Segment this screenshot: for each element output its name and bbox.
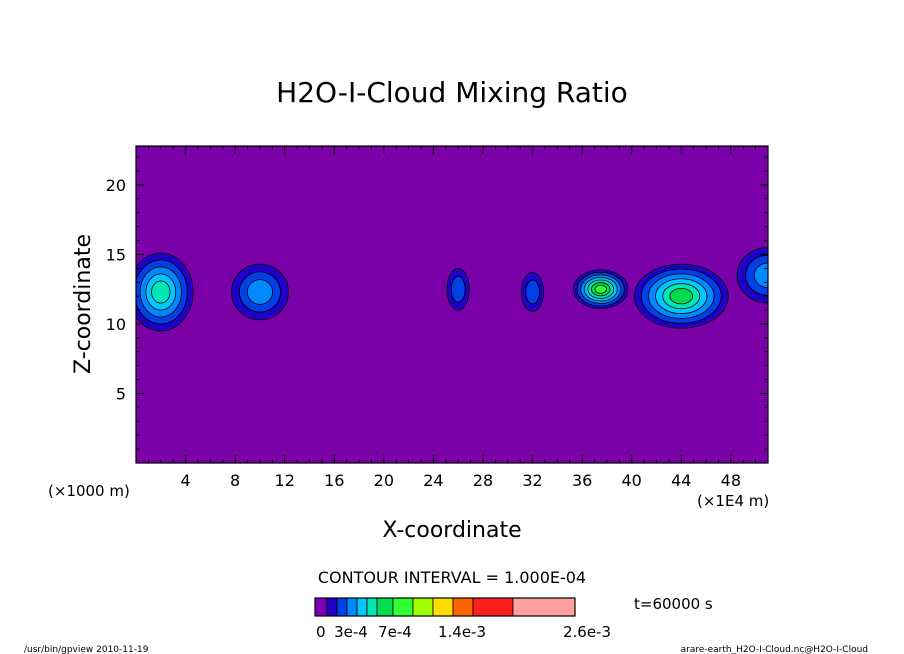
contour-features bbox=[136, 247, 768, 332]
y-tick-label: 10 bbox=[106, 315, 126, 334]
contour-level bbox=[525, 279, 540, 305]
y-tick-label: 20 bbox=[106, 176, 126, 195]
footer-right: arare-earth_H2O-I-Cloud.nc@H2O-I-Cloud bbox=[681, 645, 868, 654]
colorbar-swatch bbox=[356, 597, 368, 617]
colorbar-label: 3e-4 bbox=[334, 623, 368, 641]
colorbar-swatch bbox=[432, 597, 454, 617]
y-tick-label: 5 bbox=[116, 384, 126, 403]
colorbar-swatch bbox=[376, 597, 394, 617]
colorbar-swatch bbox=[472, 597, 514, 617]
contour-level bbox=[753, 262, 768, 289]
x-tick-label: 40 bbox=[622, 471, 642, 490]
colorbar bbox=[314, 597, 576, 617]
colorbar-swatch bbox=[512, 597, 576, 617]
contour-level bbox=[246, 279, 273, 305]
x-tick-label: 28 bbox=[473, 471, 493, 490]
x-tick-label: 16 bbox=[324, 471, 344, 490]
colorbar-swatch bbox=[326, 597, 338, 617]
contour-level bbox=[151, 280, 171, 304]
y-tick-label: 15 bbox=[106, 245, 126, 264]
plot-frame bbox=[135, 145, 769, 464]
colorbar-swatch bbox=[346, 597, 358, 617]
footer-left: /usr/bin/gpview 2010-11-19 bbox=[24, 645, 149, 654]
contour-level bbox=[594, 284, 607, 294]
x-tick-label: 44 bbox=[671, 471, 691, 490]
colorbar-swatch bbox=[412, 597, 434, 617]
x-unit-right: (×1E4 m) bbox=[697, 492, 769, 510]
x-tick-label: 8 bbox=[230, 471, 240, 490]
colorbar-frame bbox=[314, 597, 576, 617]
colorbar-swatch bbox=[314, 597, 328, 617]
contour-interval: CONTOUR INTERVAL = 1.000E-04 bbox=[318, 568, 586, 587]
x-axis-label: X-coordinate bbox=[382, 518, 521, 543]
colorbar-swatch bbox=[392, 597, 414, 617]
x-tick-label: 4 bbox=[180, 471, 190, 490]
x-unit-left: (×1000 m) bbox=[48, 482, 130, 500]
colorbar-label: 2.6e-3 bbox=[563, 623, 611, 641]
x-tick-label: 12 bbox=[275, 471, 295, 490]
colorbar-label: 0 bbox=[316, 623, 326, 641]
x-axis-ticks: 4 8 12 16 20 24 28 32 36 40 44 48 bbox=[147, 146, 757, 490]
x-tick-label: 36 bbox=[572, 471, 592, 490]
x-tick-label: 48 bbox=[721, 471, 741, 490]
colorbar-swatch bbox=[452, 597, 474, 617]
colorbar-labels: 0 3e-4 7e-4 1.4e-3 2.6e-3 bbox=[316, 623, 611, 641]
colorbar-swatch bbox=[366, 597, 378, 617]
x-tick-label: 24 bbox=[423, 471, 443, 490]
x-tick-label: 32 bbox=[522, 471, 542, 490]
contour-level bbox=[450, 275, 466, 303]
contour-level bbox=[669, 288, 694, 305]
y-axis-ticks: 5 10 15 20 bbox=[106, 156, 768, 450]
colorbar-swatch bbox=[336, 597, 348, 617]
x-tick-label: 20 bbox=[374, 471, 394, 490]
time-label: t=60000 s bbox=[634, 595, 713, 613]
colorbar-label: 7e-4 bbox=[378, 623, 412, 641]
chart-title: H2O-I-Cloud Mixing Ratio bbox=[276, 76, 628, 109]
colorbar-label: 1.4e-3 bbox=[438, 623, 486, 641]
y-axis-label: Z-coordinate bbox=[71, 234, 96, 374]
